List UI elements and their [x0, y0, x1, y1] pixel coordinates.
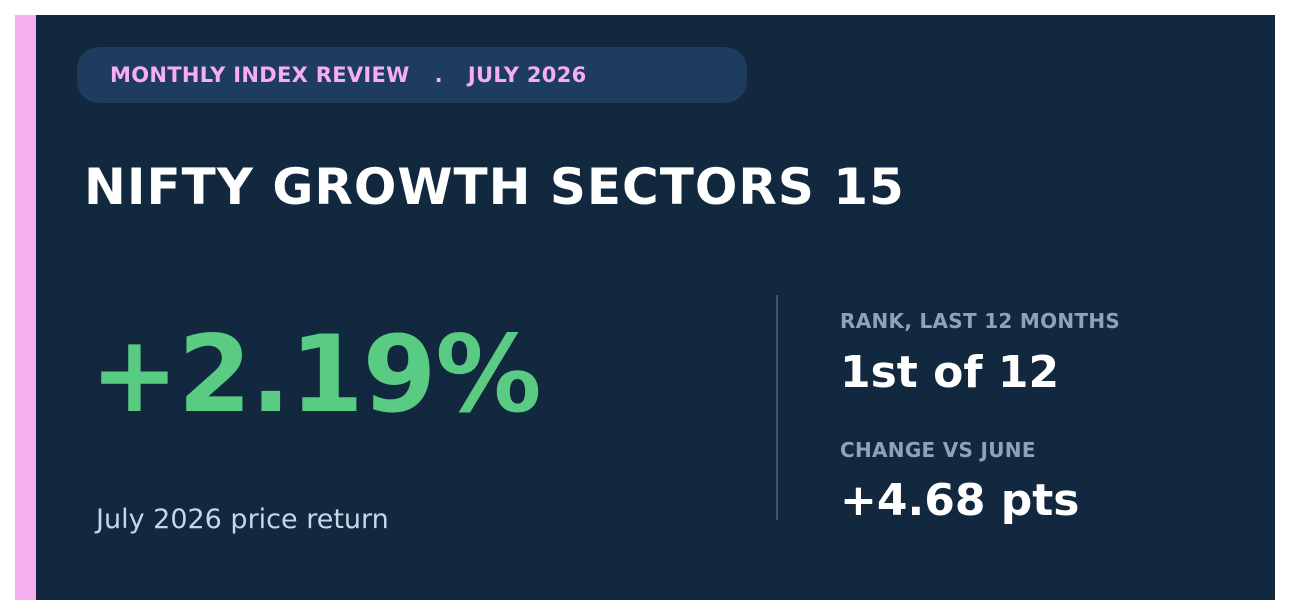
change-label: CHANGE VS JUNE: [840, 438, 1036, 462]
vertical-divider: [776, 295, 778, 520]
rank-value: 1st of 12: [840, 347, 1060, 398]
header-label: MONTHLY INDEX REVIEW: [110, 63, 410, 87]
rank-label: RANK, LAST 12 MONTHS: [840, 309, 1121, 333]
index-title: NIFTY GROWTH SECTORS 15: [84, 158, 905, 216]
header-separator: .: [434, 63, 443, 87]
accent-bar: [15, 15, 36, 600]
headline-caption: July 2026 price return: [96, 504, 389, 535]
headline-return-value: +2.19%: [90, 313, 542, 436]
index-review-card: MONTHLY INDEX REVIEW. JULY 2026 NIFTY GRO…: [15, 15, 1275, 600]
header-pill-text: MONTHLY INDEX REVIEW. JULY 2026: [110, 47, 587, 103]
header-period: JULY 2026: [467, 63, 587, 87]
change-value: +4.68 pts: [840, 475, 1080, 526]
header-pill: MONTHLY INDEX REVIEW. JULY 2026: [77, 47, 747, 103]
